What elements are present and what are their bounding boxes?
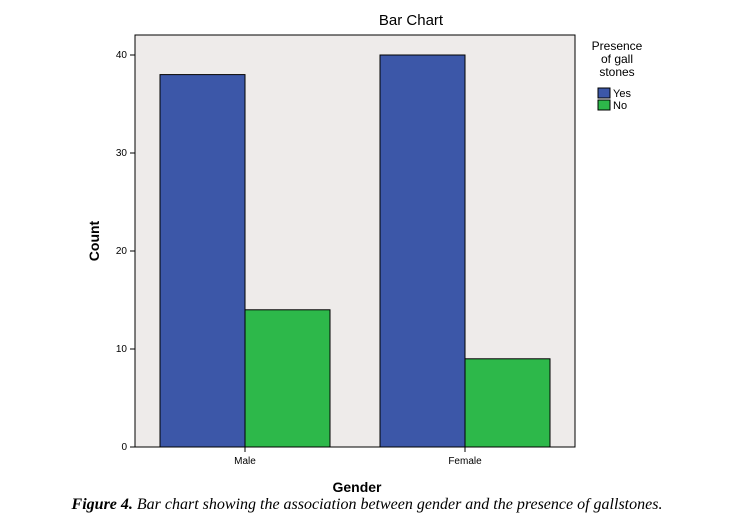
y-tick-label-0: 0	[121, 442, 127, 453]
y-axis-label: Count	[86, 220, 102, 261]
bar-male-no	[244, 309, 331, 448]
caption-label: Figure 4.	[71, 496, 133, 513]
y-tick-label-30: 30	[116, 148, 128, 159]
bar-female-no	[464, 358, 551, 448]
y-tick-label-20: 20	[116, 246, 128, 257]
y-tick-label-10: 10	[116, 344, 128, 355]
x-tick-label-male: Male	[234, 456, 256, 467]
figure-caption: Figure 4. Bar chart showing the associat…	[0, 496, 734, 514]
legend-swatch-no	[597, 99, 611, 111]
legend-title-line-2: of gall	[601, 52, 633, 66]
x-axis: Male Female	[234, 447, 482, 467]
bars-layer	[159, 54, 551, 448]
bar-female-yes	[379, 54, 466, 448]
legend-title-line-3: stones	[599, 65, 634, 79]
legend-title-line-1: Presence	[592, 39, 643, 53]
caption-text: Bar chart showing the association betwee…	[132, 496, 663, 513]
y-axis: 0 10 20 30 40	[116, 50, 135, 453]
legend-label-yes: Yes	[613, 88, 631, 100]
x-tick-label-female: Female	[448, 456, 482, 467]
bar-male-yes	[159, 74, 246, 448]
bar-chart: Bar Chart 0 10 20 30 40 Male Female Gender Co…	[86, 12, 643, 495]
chart-title: Bar Chart	[379, 12, 444, 29]
legend-label-no: No	[613, 100, 627, 112]
x-axis-label: Gender	[332, 479, 382, 495]
legend-swatch-yes	[597, 87, 611, 99]
y-tick-label-40: 40	[116, 50, 128, 61]
